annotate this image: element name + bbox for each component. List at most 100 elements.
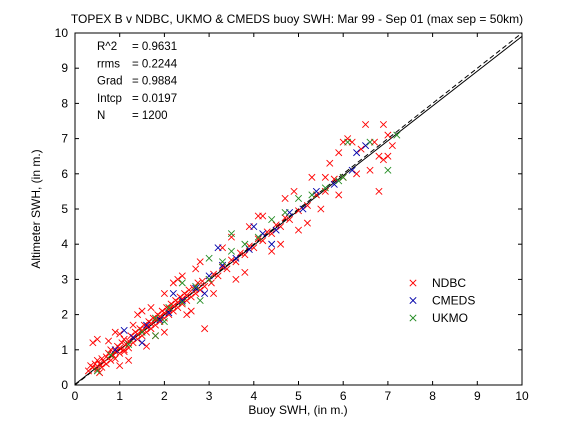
ukmo-point [393, 131, 401, 139]
ndbc-point [259, 212, 267, 220]
ndbc-point [357, 145, 365, 153]
ndbc-point [118, 339, 126, 347]
ndbc-point [344, 135, 352, 143]
stat-value: = 1200 [132, 110, 168, 122]
legend-label: NDBC [432, 276, 466, 290]
ndbc-point [102, 360, 110, 368]
ndbc-point [96, 360, 104, 368]
ndbc-point [160, 289, 168, 297]
ndbc-point [286, 216, 294, 224]
ndbc-point [250, 244, 258, 252]
ndbc-point [187, 293, 195, 301]
ndbc-point [375, 152, 383, 160]
ndbc-point [169, 307, 177, 315]
legend: NDBC CMEDS UKMO [409, 276, 475, 325]
data-points [84, 121, 401, 377]
cmeds-point [129, 333, 137, 341]
ndbc-point [210, 289, 218, 297]
cmeds-point [138, 339, 146, 347]
y-tick-label: 7 [61, 132, 68, 146]
ndbc-point [111, 328, 119, 336]
ukmo-point [196, 297, 204, 305]
ndbc-point [93, 356, 101, 364]
y-tick-label: 3 [61, 272, 68, 286]
ndbc-point [379, 121, 387, 129]
ndbc-point [183, 291, 191, 299]
ndbc-point [122, 341, 130, 349]
ndbc-point [241, 251, 249, 259]
cmeds-point [362, 142, 370, 150]
x-tick-label: 7 [385, 389, 392, 403]
ndbc-point [84, 367, 92, 375]
ukmo-point [160, 318, 168, 326]
cmeds-point [312, 187, 320, 195]
ndbc-point [277, 240, 285, 248]
ndbc-point [160, 314, 168, 322]
ndbc-point [147, 304, 155, 312]
stat-label: rrms [97, 58, 120, 70]
stat-label: R^2 [97, 41, 117, 53]
ndbc-point [185, 286, 193, 294]
ukmo-point [344, 138, 352, 146]
ndbc-point [375, 187, 383, 195]
ndbc-point [98, 363, 106, 371]
ndbc-point [125, 344, 133, 352]
ndbc-point [259, 237, 267, 245]
ndbc-point [353, 170, 361, 178]
ndbc-point [178, 272, 186, 280]
ndbc-point [223, 265, 231, 273]
stat-value: = 0.9631 [132, 41, 177, 53]
ndbc-point [201, 325, 209, 333]
dashed-line [74, 32, 523, 386]
ukmo-point [321, 184, 329, 192]
ndbc-point [201, 282, 209, 290]
ndbc-point [178, 295, 186, 303]
ndbc-point [232, 258, 240, 266]
cmeds-point [232, 254, 240, 262]
ukmo-point [178, 279, 186, 287]
ndbc-point [111, 348, 119, 356]
ndbc-point [268, 230, 276, 238]
ndbc-point [151, 321, 159, 329]
ndbc-point [303, 201, 311, 209]
ndbc-point [207, 279, 215, 287]
ukmo-point [107, 351, 115, 359]
ndbc-point [125, 337, 133, 345]
ndbc-point [236, 249, 244, 257]
ukmo-point [335, 177, 343, 185]
ndbc-point [294, 207, 303, 215]
stats-box: R^2 = 0.9631 rrms = 0.2244 Grad = 0.9884 Intcp… [97, 41, 178, 122]
ndbc-point [174, 275, 182, 283]
ndbc-point [120, 335, 128, 343]
ndbc-point [147, 325, 155, 333]
ndbc-point [143, 342, 151, 350]
ndbc-point [134, 311, 142, 319]
ndbc-point [143, 323, 151, 331]
ukmo-point [281, 209, 289, 217]
cmeds-point [268, 240, 276, 248]
ukmo-point [294, 194, 303, 202]
ukmo-point [138, 328, 146, 336]
ukmo-point [178, 298, 186, 306]
ndbc-point [156, 312, 164, 320]
cmeds-point [111, 346, 119, 354]
axis-ticks: 0 1 2 3 4 5 6 7 8 9 10 0 1 2 3 4 5 6 7 8 9 10 [55, 26, 529, 403]
ukmo-point [254, 233, 262, 241]
cmeds-point [165, 309, 173, 317]
ndbc-point [129, 339, 137, 347]
ndbc-point [321, 173, 329, 181]
x-tick-label: 5 [295, 389, 302, 403]
ndbc-point [196, 286, 204, 294]
ndbc-point [227, 233, 235, 241]
ukmo-point [192, 282, 200, 290]
ndbc-point [272, 221, 280, 229]
ndbc-point [134, 330, 142, 338]
ukmo-point [205, 254, 213, 262]
cmeds-point [169, 289, 177, 297]
x-tick-label: 6 [340, 389, 347, 403]
cmeds-point [201, 289, 209, 297]
x-tick-label: 1 [116, 389, 123, 403]
y-tick-label: 10 [55, 26, 69, 40]
ndbc-point [308, 173, 316, 181]
ukmo-point [241, 240, 249, 248]
